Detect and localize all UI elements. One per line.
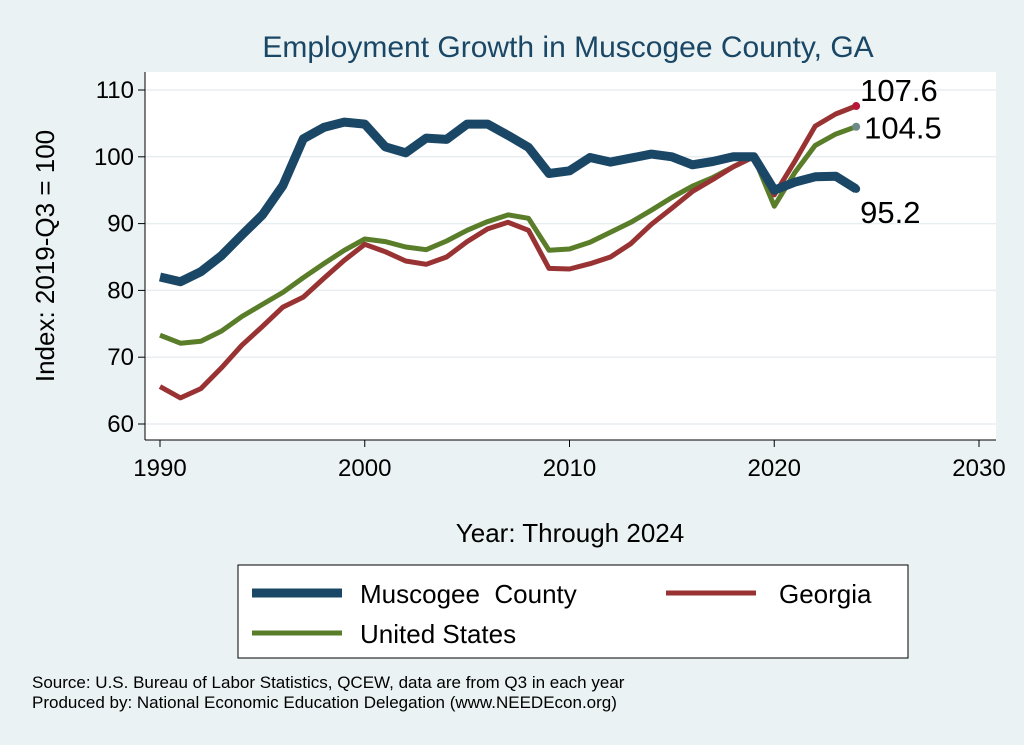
plot-area <box>145 72 996 440</box>
source-note: Source: U.S. Bureau of Labor Statistics,… <box>32 673 625 692</box>
end-label-united-states: 104.5 <box>864 111 942 146</box>
y-tick-label: 110 <box>96 77 134 104</box>
y-tick-label: 80 <box>107 277 134 304</box>
y-axis-ticks: 60 70 80 90 100 110 <box>94 77 145 438</box>
y-tick-label: 90 <box>107 211 134 238</box>
series-lines <box>158 103 859 401</box>
series-line-muscogee-county <box>158 117 859 287</box>
end-dot-united-states <box>852 122 861 131</box>
end-dot-georgia <box>852 102 861 111</box>
producer-note: Produced by: National Economic Education… <box>32 693 617 712</box>
x-tick-label: 2010 <box>543 455 596 482</box>
legend-label-muscogee: Muscogee County <box>360 579 577 609</box>
legend-label-united-states: United States <box>360 619 516 649</box>
chart-title: Employment Growth in Muscogee County, GA <box>262 31 873 64</box>
x-axis-title: Year: Through 2024 <box>456 518 684 548</box>
end-label-muscogee-county: 95.2 <box>860 195 920 230</box>
y-tick-label: 60 <box>107 411 134 438</box>
end-label-georgia: 107.6 <box>860 73 938 108</box>
x-tick-label: 2020 <box>748 455 801 482</box>
x-tick-label: 2000 <box>338 455 391 482</box>
legend-label-georgia: Georgia <box>779 579 872 609</box>
x-tick-label: 2030 <box>952 455 1005 482</box>
legend-box <box>237 564 909 659</box>
series-line-georgia <box>158 103 858 401</box>
x-axis-ticks: 1990 2000 2010 2020 2030 <box>133 440 1006 482</box>
x-tick-label: 1990 <box>133 455 186 482</box>
y-tick-label: 100 <box>94 144 134 171</box>
y-axis-title: Index: 2019-Q3 = 100 <box>30 130 60 382</box>
y-tick-label: 70 <box>107 344 134 371</box>
end-dot-muscogee-county <box>852 184 861 193</box>
